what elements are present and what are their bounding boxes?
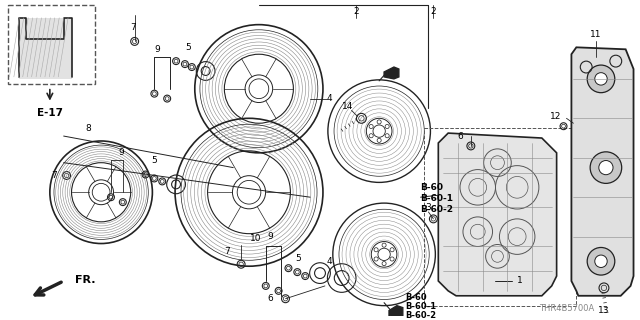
- Text: 6: 6: [267, 294, 273, 303]
- Text: 14: 14: [342, 102, 353, 111]
- Text: 8: 8: [85, 124, 91, 133]
- Text: 5: 5: [152, 156, 157, 165]
- Text: B-60-2: B-60-2: [404, 311, 436, 320]
- Text: 7: 7: [130, 23, 136, 32]
- Text: 2: 2: [431, 7, 436, 16]
- Polygon shape: [384, 67, 399, 79]
- Text: 12: 12: [550, 112, 561, 121]
- Text: 6: 6: [457, 132, 463, 140]
- Text: 7: 7: [51, 171, 57, 180]
- Text: THR4B5700A: THR4B5700A: [539, 304, 594, 313]
- Circle shape: [590, 152, 621, 183]
- Circle shape: [595, 255, 607, 268]
- Bar: [19, 18, 72, 79]
- Text: 1: 1: [517, 276, 523, 285]
- Text: B-60: B-60: [404, 293, 426, 302]
- Circle shape: [599, 161, 613, 175]
- Text: B-60: B-60: [420, 183, 444, 192]
- Text: 5: 5: [296, 254, 301, 263]
- Text: 4: 4: [327, 94, 333, 103]
- Polygon shape: [389, 306, 403, 317]
- Text: B-60-1: B-60-1: [420, 194, 454, 203]
- Circle shape: [587, 247, 615, 275]
- Bar: [466, 271, 495, 291]
- Text: B-60-1: B-60-1: [404, 302, 436, 311]
- Text: FR.: FR.: [76, 275, 96, 285]
- Text: 11: 11: [590, 30, 602, 39]
- Text: 9: 9: [268, 232, 273, 241]
- Text: 10: 10: [250, 234, 262, 243]
- Bar: [8, 5, 95, 84]
- Text: 3: 3: [426, 203, 431, 212]
- Polygon shape: [438, 133, 557, 296]
- Polygon shape: [572, 47, 634, 296]
- Text: B-60-2: B-60-2: [420, 204, 454, 213]
- Circle shape: [587, 65, 615, 93]
- Text: 13: 13: [598, 306, 610, 315]
- Circle shape: [595, 73, 607, 85]
- Bar: [424, 128, 577, 306]
- Text: 9: 9: [154, 45, 160, 54]
- Text: 4: 4: [327, 257, 333, 266]
- Text: 2: 2: [354, 7, 359, 16]
- Text: 7: 7: [225, 247, 230, 256]
- Text: 5: 5: [185, 43, 191, 52]
- Text: E-17: E-17: [37, 108, 63, 118]
- Text: 9: 9: [118, 148, 124, 157]
